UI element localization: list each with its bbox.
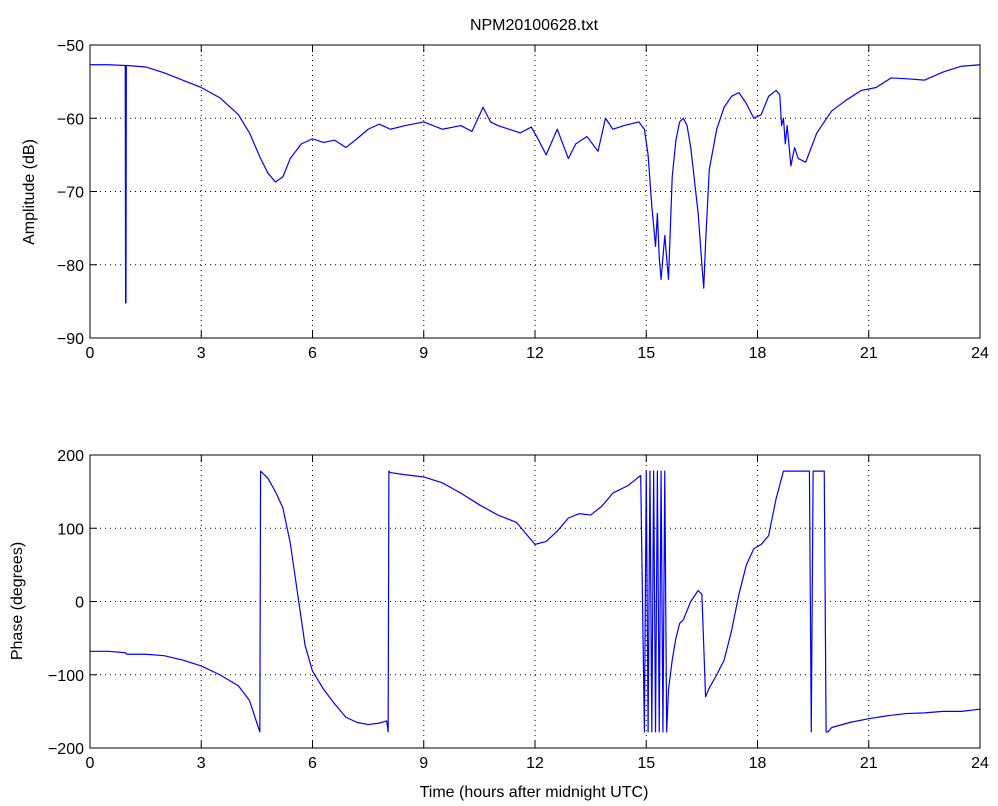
amplitude-x-tick-label: 21 [860, 345, 878, 362]
amplitude-x-tick-label: 9 [419, 345, 428, 362]
amplitude-x-tick-label: 15 [637, 345, 655, 362]
amplitude-y-tick-label: −50 [57, 38, 84, 55]
amplitude-x-tick-label: 6 [308, 345, 317, 362]
phase-xlabel: Time (hours after midnight UTC) [420, 784, 649, 801]
amplitude-x-tick-label: 0 [86, 345, 95, 362]
phase-y-tick-label: 100 [57, 521, 84, 538]
phase-x-tick-label: 3 [197, 755, 206, 772]
phase-x-tick-label: 24 [971, 755, 989, 772]
amplitude-y-tick-label: −80 [57, 258, 84, 275]
amplitude-y-tick-label: −60 [57, 111, 84, 128]
phase-x-tick-label: 9 [419, 755, 428, 772]
amplitude-plot: 0 3 6 9 12 15 18 21 24 −90 −80 −70 −60 −50 [57, 38, 989, 362]
amplitude-series-line [90, 64, 980, 304]
phase-x-tick-label: 6 [308, 755, 317, 772]
amplitude-y-tick-label: −90 [57, 331, 84, 348]
amplitude-ylabel: Amplitude (dB) [21, 139, 38, 245]
phase-y-tick-label: −100 [48, 668, 84, 685]
phase-y-tick-label: 0 [75, 595, 84, 612]
phase-y-tick-label: −200 [48, 741, 84, 758]
phase-series-line [90, 470, 980, 733]
phase-plot: 0 3 6 9 12 15 18 21 24 −200 −100 0 100 200 [48, 448, 989, 772]
phase-x-tick-label: 21 [860, 755, 878, 772]
phase-x-tick-label: 18 [749, 755, 767, 772]
phase-x-tick-label: 15 [637, 755, 655, 772]
phase-ylabel: Phase (degrees) [9, 542, 26, 660]
amplitude-x-tick-label: 24 [971, 345, 989, 362]
phase-x-tick-label: 0 [86, 755, 95, 772]
amplitude-x-tick-label: 12 [526, 345, 544, 362]
amplitude-y-tick-label: −70 [57, 185, 84, 202]
phase-y-tick-label: 200 [57, 448, 84, 465]
amplitude-x-tick-label: 18 [749, 345, 767, 362]
phase-x-tick-label: 12 [526, 755, 544, 772]
amplitude-x-tick-label: 3 [197, 345, 206, 362]
chart-title: NPM20100628.txt [470, 17, 599, 34]
